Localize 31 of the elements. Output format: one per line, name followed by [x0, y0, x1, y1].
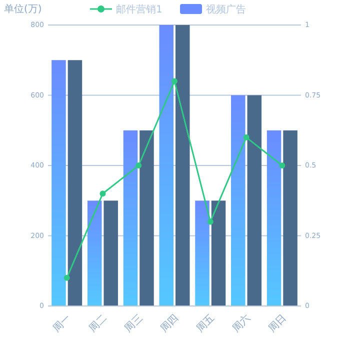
bar [231, 95, 246, 306]
bar [87, 200, 102, 306]
bar [211, 200, 226, 306]
bar [176, 25, 190, 306]
point [100, 190, 106, 197]
point [279, 162, 286, 168]
point [136, 162, 142, 168]
legend-label: 视频广告 [206, 4, 246, 16]
bar [159, 25, 174, 306]
bar [195, 200, 210, 306]
x-tick-label: 周四 [158, 312, 181, 335]
x-tick-label: 周五 [194, 312, 217, 335]
point [172, 78, 178, 84]
x-tick-label: 周三 [123, 312, 145, 335]
bar [68, 60, 82, 306]
x-tick-label: 周一 [51, 312, 74, 335]
bar [104, 200, 118, 306]
x-tick-label: 周二 [87, 312, 110, 335]
point [243, 134, 250, 140]
bar [140, 130, 154, 306]
x-tick-label: 周六 [230, 312, 253, 335]
x-tick-label: 周日 [266, 312, 289, 335]
bar [123, 130, 138, 306]
bar [247, 95, 262, 306]
bar [266, 130, 282, 306]
y-axis-title: 单位(万) [4, 3, 42, 15]
point [64, 274, 70, 281]
point [207, 218, 214, 225]
bar [52, 60, 66, 306]
bar [283, 130, 298, 306]
legend-label: 邮件营销1 [116, 4, 162, 16]
